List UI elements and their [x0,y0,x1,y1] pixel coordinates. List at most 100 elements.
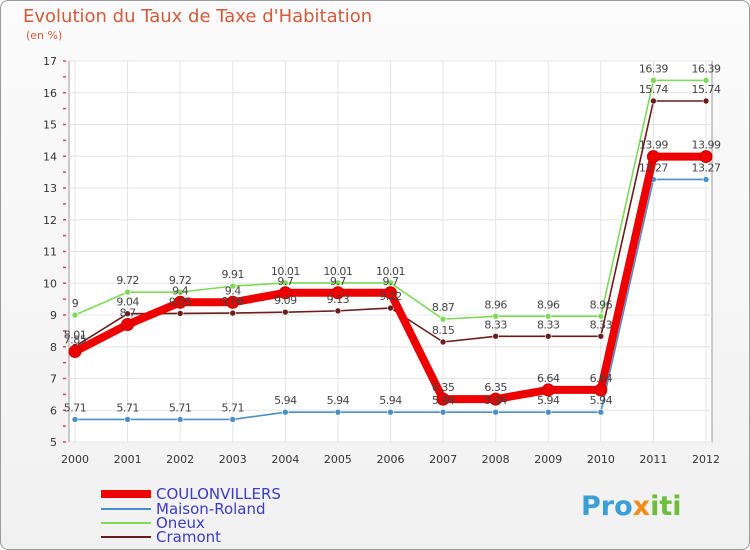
data-point-cramont [387,304,394,312]
logo-part: Pro [581,491,633,522]
data-point-coulonvillers [489,392,503,406]
legend-label: Cramont [156,528,222,546]
y-tick-label: 11 [43,246,57,259]
data-label-oneux: 8.96 [537,298,560,311]
legend-swatch-oneux [101,522,151,524]
data-point-coulonvillers [699,150,713,164]
data-point-oneux [282,279,289,287]
data-label-coulonvillers: 6.35 [484,381,507,394]
x-tick-label: 2000 [61,453,89,466]
data-label-maison-roland: 13.27 [692,161,721,174]
x-tick-label: 2008 [482,453,510,466]
y-tick-label: 15 [43,119,57,132]
x-tick-label: 2012 [692,453,720,466]
logo-part: iti [650,491,682,522]
data-label-maison-roland: 5.71 [169,401,192,414]
y-tick-label: 8 [50,341,57,354]
data-point-oneux [597,312,605,320]
data-label-coulonvillers: 6.35 [432,381,455,394]
data-point-maison-roland [492,408,499,416]
x-tick-label: 2007 [429,453,457,466]
data-label-coulonvillers: 9.7 [277,275,293,288]
data-point-maison-roland [597,408,605,416]
x-tick-label: 2006 [377,453,405,466]
chart-subtitle: (en %) [26,29,63,42]
data-label-cramont: 9.13 [327,293,350,306]
legend-item-oneux: Oneux [101,514,331,532]
legend-swatch-cramont [101,536,151,538]
data-point-coulonvillers [173,295,187,309]
data-label-cramont: 9.22 [379,290,402,303]
y-tick-label: 6 [50,404,57,417]
data-point-oneux [124,288,131,296]
data-label-maison-roland: 5.94 [590,394,613,407]
data-point-coulonvillers [541,383,555,397]
data-label-oneux: 10.01 [271,265,300,278]
data-label-maison-roland: 5.94 [379,394,402,407]
data-label-coulonvillers: 13.99 [692,139,721,152]
data-label-oneux: 10.01 [323,265,352,278]
legend-item-cramont: Cramont [101,528,331,546]
data-point-coulonvillers [121,318,135,332]
data-label-maison-roland: 5.71 [222,401,245,414]
data-label-cramont: 8.15 [432,324,455,337]
data-point-coulonvillers [436,392,450,406]
data-label-cramont: 9.05 [169,295,192,308]
data-point-coulonvillers [226,295,240,309]
y-tick-label: 17 [43,55,57,68]
y-tick-label: 5 [50,436,57,449]
data-label-coulonvillers: 9.4 [172,284,188,297]
logo-part: x [632,491,651,522]
data-point-maison-roland [124,416,131,423]
data-point-coulonvillers [594,383,608,397]
data-point-oneux [176,288,184,296]
data-label-cramont: 8.33 [484,318,507,331]
data-label-maison-roland: 5.71 [64,401,87,414]
x-tick-label: 2003 [219,453,247,466]
data-label-coulonvillers: 8.7 [120,307,136,320]
chart-title: Evolution du Taux de Taxe d'Habitation [23,6,373,27]
data-label-cramont: 9.06 [222,295,245,308]
data-label-maison-roland: 5.94 [327,394,350,407]
data-label-cramont: 15.74 [692,83,721,96]
data-label-cramont: 9.09 [274,294,297,307]
data-point-oneux [492,312,499,320]
legend-label: COULONVILLERS [156,485,281,503]
x-tick-label: 2005 [324,453,352,466]
data-point-oneux [229,282,237,290]
data-point-oneux [71,311,79,319]
data-label-oneux: 9.72 [169,274,192,287]
data-point-coulonvillers [278,286,292,300]
data-label-oneux: 16.39 [692,62,721,75]
y-tick-label: 12 [43,214,57,227]
data-label-cramont: 9.04 [116,296,139,309]
data-point-maison-roland [282,408,289,416]
x-tick-label: 2010 [587,453,615,466]
data-label-coulonvillers: 9.4 [225,284,241,297]
y-tick-label: 14 [43,150,57,163]
proxiti-logo: Proxiti [581,491,682,522]
data-point-maison-roland [334,408,342,416]
data-label-oneux: 9.72 [116,274,139,287]
data-point-maison-roland [544,408,552,416]
data-point-maison-roland [229,416,237,423]
data-point-maison-roland [71,416,79,423]
data-point-cramont [229,309,237,317]
legend-item-maison-roland: Maison-Roland [101,500,331,518]
data-point-cramont [544,332,552,340]
x-tick-label: 2004 [271,453,299,466]
legend-label: Maison-Roland [156,500,266,518]
data-label-coulonvillers: 7.85 [64,334,87,347]
data-point-oneux [544,312,552,320]
data-label-cramont: 8.33 [590,318,613,331]
data-point-oneux [702,77,710,84]
x-tick-label: 2001 [114,453,142,466]
data-point-oneux [334,279,342,287]
data-label-coulonvillers: 6.64 [537,372,560,385]
legend-swatch-coulonvillers [101,490,151,498]
legend-item-coulonvillers: COULONVILLERS [101,485,331,503]
data-point-coulonvillers [384,286,397,300]
data-label-maison-roland: 5.94 [432,394,455,407]
data-point-cramont [597,332,605,340]
